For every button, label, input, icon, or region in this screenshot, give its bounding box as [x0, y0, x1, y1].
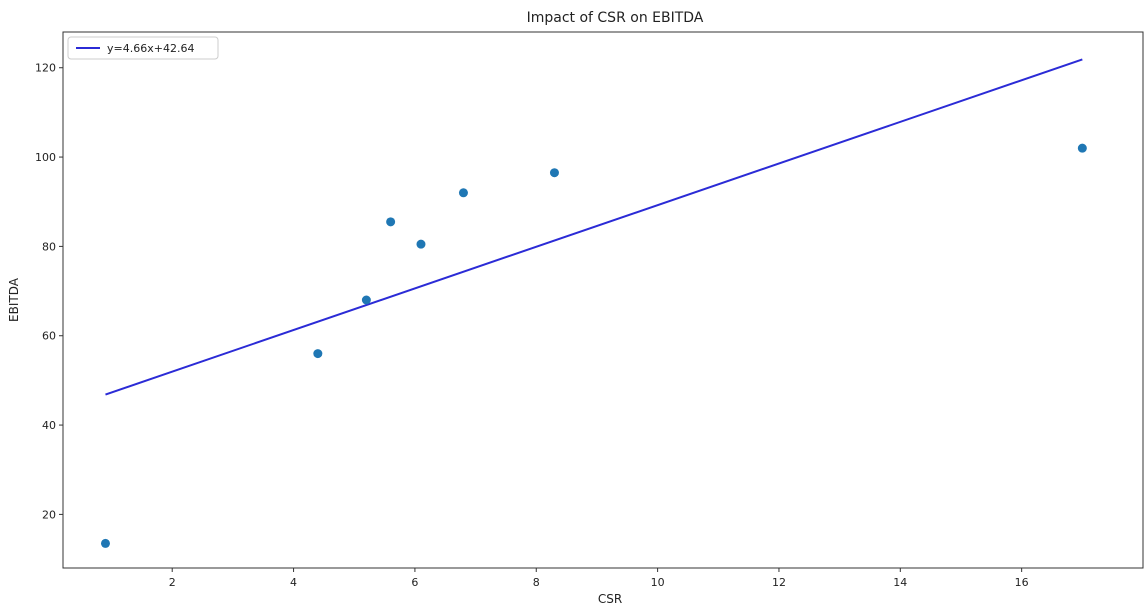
chart-title: Impact of CSR on EBITDA	[527, 10, 704, 26]
x-axis-label: CSR	[598, 592, 622, 606]
x-tick-label: 12	[772, 576, 786, 589]
plot-area-frame	[62, 31, 1144, 569]
y-axis-ticks: 20 40 60 80 100 120	[35, 62, 63, 521]
scatter-point	[386, 217, 396, 227]
scatter-point	[458, 188, 468, 198]
x-tick-label: 14	[893, 576, 907, 589]
regression-line	[105, 58, 1083, 396]
scatter-point	[361, 295, 371, 305]
y-tick-label: 20	[42, 508, 56, 521]
scatter-point	[1077, 143, 1087, 153]
scatter-point	[416, 239, 426, 249]
x-tick-label: 2	[169, 576, 176, 589]
x-tick-label: 6	[411, 576, 418, 589]
legend-box	[67, 36, 219, 60]
x-tick-label: 8	[533, 576, 540, 589]
scatter-point	[313, 349, 323, 359]
legend: y=4.66x+42.64	[67, 36, 219, 60]
scatter-points-series	[100, 143, 1087, 548]
x-tick-label: 4	[290, 576, 297, 589]
x-tick-label: 16	[1015, 576, 1029, 589]
y-tick-label: 100	[35, 151, 56, 164]
fit-line-series	[105, 58, 1083, 396]
y-tick-label: 120	[35, 62, 56, 75]
x-axis-ticks: 2 4 6 8 10 12 14 16	[169, 568, 1029, 589]
y-tick-label: 80	[42, 240, 56, 253]
x-tick-label: 10	[651, 576, 665, 589]
y-tick-label: 60	[42, 330, 56, 343]
scatter-point	[549, 168, 559, 178]
scatter-point	[100, 538, 110, 548]
y-axis-label: EBITDA	[7, 277, 21, 322]
y-tick-label: 40	[42, 419, 56, 432]
legend-entry-label: y=4.66x+42.64	[107, 42, 194, 55]
